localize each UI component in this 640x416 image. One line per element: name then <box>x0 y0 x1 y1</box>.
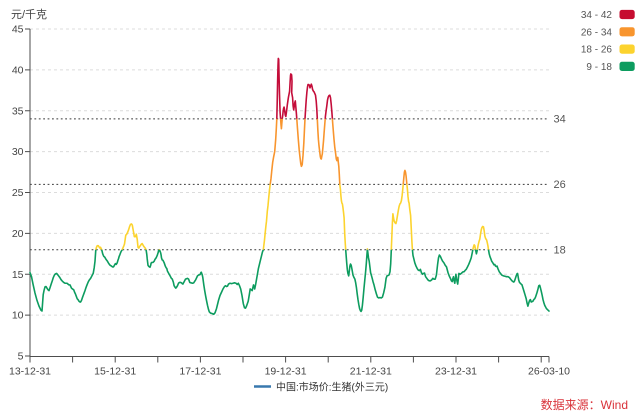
svg-text:5: 5 <box>18 351 24 363</box>
svg-text:20: 20 <box>12 228 24 240</box>
svg-text:25: 25 <box>12 187 24 199</box>
svg-text:35: 35 <box>12 105 24 117</box>
svg-text:26-03-10: 26-03-10 <box>528 366 570 378</box>
svg-text:45: 45 <box>12 24 24 36</box>
svg-text:34: 34 <box>554 114 566 126</box>
svg-text:15-12-31: 15-12-31 <box>94 366 136 378</box>
svg-text:30: 30 <box>12 146 24 158</box>
svg-text:10: 10 <box>12 310 24 322</box>
svg-text:17-12-31: 17-12-31 <box>179 366 221 378</box>
svg-text:18 - 26: 18 - 26 <box>581 45 613 56</box>
svg-text:34 - 42: 34 - 42 <box>581 10 613 21</box>
svg-text:21-12-31: 21-12-31 <box>350 366 392 378</box>
svg-text:元/千克: 元/千克 <box>11 8 47 21</box>
svg-text:13-12-31: 13-12-31 <box>9 366 51 378</box>
svg-text:19-12-31: 19-12-31 <box>265 366 307 378</box>
svg-text:数据来源：Wind: 数据来源：Wind <box>541 397 628 412</box>
svg-text:中国:市场价:生猪(外三元): 中国:市场价:生猪(外三元) <box>276 381 388 394</box>
svg-text:23-12-31: 23-12-31 <box>435 366 477 378</box>
svg-text:40: 40 <box>12 64 24 76</box>
svg-text:26 - 34: 26 - 34 <box>581 27 613 38</box>
svg-text:15: 15 <box>12 269 24 281</box>
svg-text:26: 26 <box>554 179 566 191</box>
svg-text:18: 18 <box>554 244 566 256</box>
svg-text:9 - 18: 9 - 18 <box>586 62 612 73</box>
